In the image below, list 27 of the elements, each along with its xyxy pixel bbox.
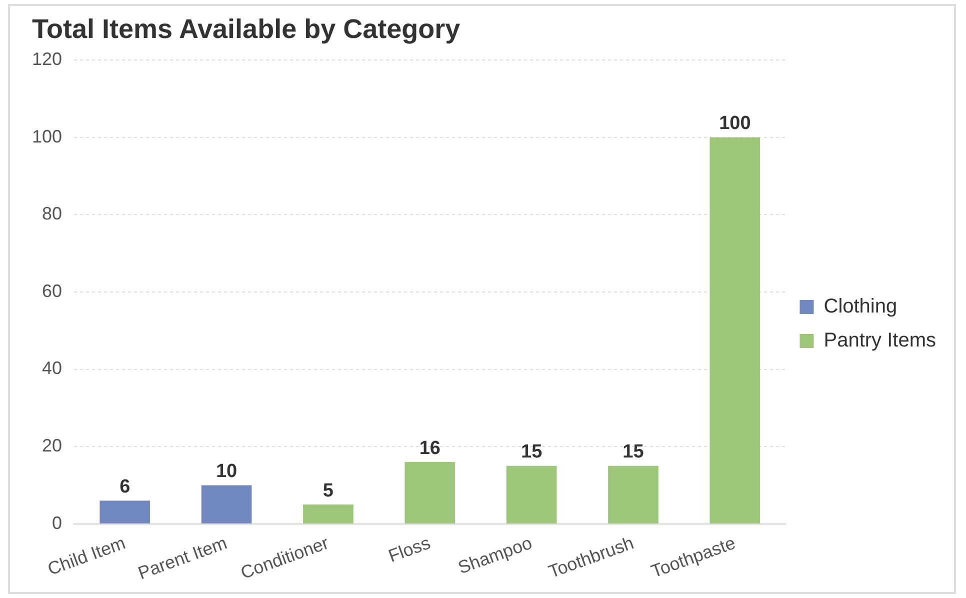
data-label: 10 — [216, 460, 238, 482]
bar — [201, 485, 252, 524]
bar — [506, 466, 557, 524]
x-tick-label: Parent Item — [135, 532, 230, 584]
bar — [710, 137, 760, 524]
bar — [404, 462, 456, 524]
data-label: 5 — [322, 480, 334, 502]
y-tick-label: 100 — [32, 126, 62, 146]
data-label: 16 — [419, 438, 440, 459]
legend-label: Pantry Items — [824, 330, 936, 352]
y-tick-label: 20 — [42, 436, 62, 456]
y-tick-label: 60 — [42, 280, 62, 301]
data-label: 100 — [719, 113, 751, 134]
x-tick-label: Child Item — [45, 532, 128, 580]
y-tick-label: 80 — [42, 204, 62, 224]
y-tick-label: 40 — [42, 358, 62, 378]
y-tick-label: 120 — [32, 48, 62, 69]
bar — [100, 500, 150, 524]
legend-label: Clothing — [824, 296, 898, 318]
x-tick-label: Floss — [386, 532, 433, 566]
bar — [608, 466, 658, 524]
data-label: 15 — [622, 442, 644, 463]
chart-title: Total Items Available by Category — [32, 14, 460, 45]
data-label: 6 — [120, 476, 130, 498]
y-tick-label: 0 — [52, 512, 62, 533]
bar — [303, 504, 354, 524]
data-label: 15 — [520, 442, 543, 463]
